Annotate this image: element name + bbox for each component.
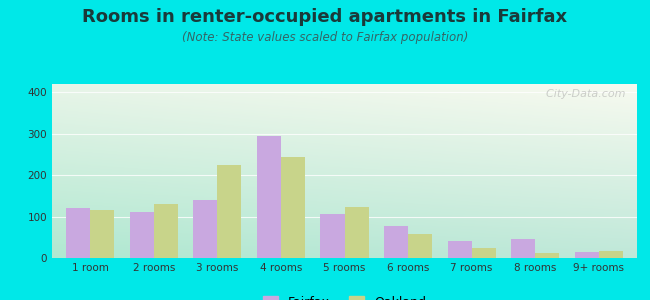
Legend: Fairfax, Oakland: Fairfax, Oakland: [263, 296, 426, 300]
Bar: [320, 214, 344, 258]
Bar: [384, 226, 408, 258]
Bar: [344, 208, 369, 258]
Bar: [511, 238, 535, 258]
Bar: [66, 208, 90, 258]
Bar: [193, 200, 217, 258]
Text: Rooms in renter-occupied apartments in Fairfax: Rooms in renter-occupied apartments in F…: [83, 8, 567, 26]
Text: (Note: State values scaled to Fairfax population): (Note: State values scaled to Fairfax po…: [182, 32, 468, 44]
Bar: [535, 253, 560, 258]
Bar: [217, 165, 242, 258]
Bar: [447, 241, 472, 258]
Bar: [575, 252, 599, 258]
Text: City-Data.com: City-Data.com: [539, 89, 625, 99]
Bar: [154, 204, 178, 258]
Bar: [408, 234, 432, 258]
Bar: [472, 248, 496, 258]
Bar: [257, 136, 281, 258]
Bar: [599, 250, 623, 258]
Bar: [90, 210, 114, 258]
Bar: [129, 212, 154, 258]
Bar: [281, 157, 305, 258]
